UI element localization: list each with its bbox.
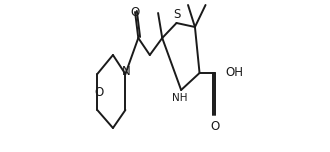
Text: O: O <box>94 85 103 98</box>
Text: OH: OH <box>225 67 243 79</box>
Text: NH: NH <box>172 93 187 103</box>
Text: O: O <box>211 121 220 133</box>
Text: N: N <box>121 66 130 78</box>
Text: O: O <box>130 5 140 19</box>
Text: S: S <box>173 9 181 21</box>
